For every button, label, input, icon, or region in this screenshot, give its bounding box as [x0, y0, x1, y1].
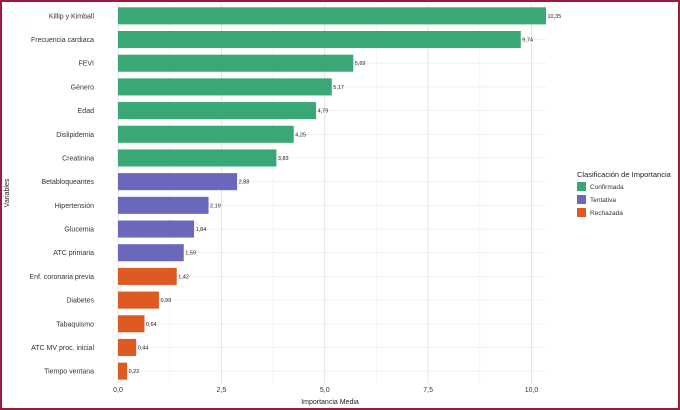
bar [118, 125, 294, 143]
bar-value-label: 1,84 [196, 227, 207, 233]
category-label: ATC primaria [53, 250, 94, 257]
bar [118, 54, 354, 72]
bar [118, 315, 145, 333]
legend-items: Confirmada Tentativa Rechazada [577, 182, 624, 217]
category-label: Género [71, 84, 94, 91]
bar [118, 267, 177, 285]
x-axis-title: Importancia Media [301, 399, 359, 406]
bar [118, 173, 238, 191]
legend-swatch [577, 208, 586, 217]
category-label: Diabetes [66, 298, 94, 305]
bar-value-label: 3,83 [278, 156, 289, 162]
bar [118, 7, 546, 25]
bar [118, 102, 317, 120]
legend-title: Clasificación de Importancia [577, 170, 672, 179]
bar-value-label: 4,25 [295, 132, 306, 138]
legend-label: Confirmada [590, 184, 624, 191]
bar [118, 196, 209, 214]
category-label: Killip y Kimball [49, 13, 95, 20]
category-label: Dislipidemia [56, 132, 94, 139]
x-tick-label: 0,0 [113, 387, 123, 394]
legend: Clasificación de Importancia Confirmada T… [577, 170, 672, 217]
y-axis-title: Variables [4, 178, 11, 207]
bar-value-label: 2,19 [210, 203, 221, 209]
bar-value-label: 0,44 [138, 345, 149, 351]
bar-value-label: 10,35 [548, 14, 562, 20]
category-labels: Killip y Kimball Frecuencia cardiaca FEVI G… [29, 13, 94, 375]
bar-value-label: 1,59 [185, 251, 196, 257]
x-axis-ticks: 0,0 2,5 5,0 7,5 10,0 [113, 387, 538, 394]
category-label: Glucemia [64, 227, 94, 234]
bars-group: 10,35 9,74 5,69 5,17 4,79 4,25 3,83 2,88 2,19 1,8… [118, 7, 562, 380]
bar [118, 291, 159, 309]
bar-value-label: 0,99 [160, 298, 171, 304]
bar-value-label: 5,69 [355, 61, 366, 67]
category-label: Edad [78, 108, 94, 115]
x-tick-label: 7,5 [423, 387, 433, 394]
category-label: Tiempo ventana [44, 369, 94, 376]
category-label: ATC MV proc. inicial [31, 345, 94, 352]
bar-value-label: 2,88 [239, 180, 250, 186]
bar [118, 338, 137, 356]
legend-label: Rechazada [590, 210, 623, 217]
category-label: Creatinina [62, 155, 94, 162]
category-label: Tabaquismo [56, 321, 94, 328]
legend-label: Tentativa [590, 197, 616, 204]
bar-value-label: 0,22 [129, 369, 140, 375]
category-label: Frecuencia cardiaca [31, 37, 94, 44]
category-label: Enf. coronaria previa [29, 274, 94, 281]
bar-value-label: 9,74 [522, 38, 533, 44]
category-label: Hipertensión [55, 203, 94, 210]
bar [118, 244, 184, 262]
bar [118, 78, 332, 96]
x-tick-label: 5,0 [320, 387, 330, 394]
bar [118, 220, 195, 238]
bar-value-label: 1,42 [178, 274, 189, 280]
category-label: FEVI [78, 61, 94, 68]
bar-value-label: 4,79 [318, 109, 329, 115]
x-tick-label: 10,0 [525, 387, 539, 394]
bar-value-label: 0,64 [146, 322, 157, 328]
x-tick-label: 2,5 [217, 387, 227, 394]
legend-swatch [577, 182, 586, 191]
bar [118, 149, 277, 167]
legend-swatch [577, 195, 586, 204]
bar [118, 31, 521, 49]
category-label: Betabloqueantes [41, 179, 94, 186]
bar [118, 362, 128, 380]
bar-value-label: 5,17 [333, 85, 344, 91]
